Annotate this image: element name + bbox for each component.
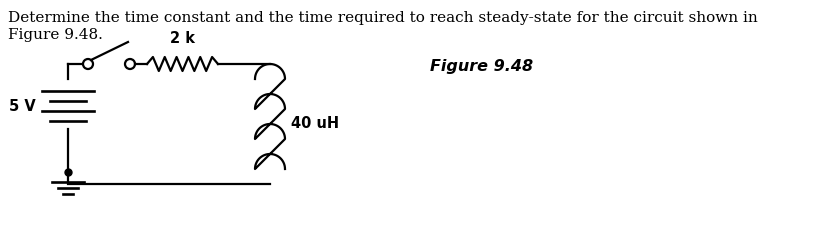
Text: 5 V: 5 V xyxy=(9,98,36,114)
Text: Determine the time constant and the time required to reach steady-state for the : Determine the time constant and the time… xyxy=(8,11,758,25)
Text: Figure 9.48: Figure 9.48 xyxy=(430,59,533,74)
Text: 2 k: 2 k xyxy=(170,31,195,46)
Text: Figure 9.48.: Figure 9.48. xyxy=(8,28,103,42)
Text: 40 uH: 40 uH xyxy=(291,116,339,131)
